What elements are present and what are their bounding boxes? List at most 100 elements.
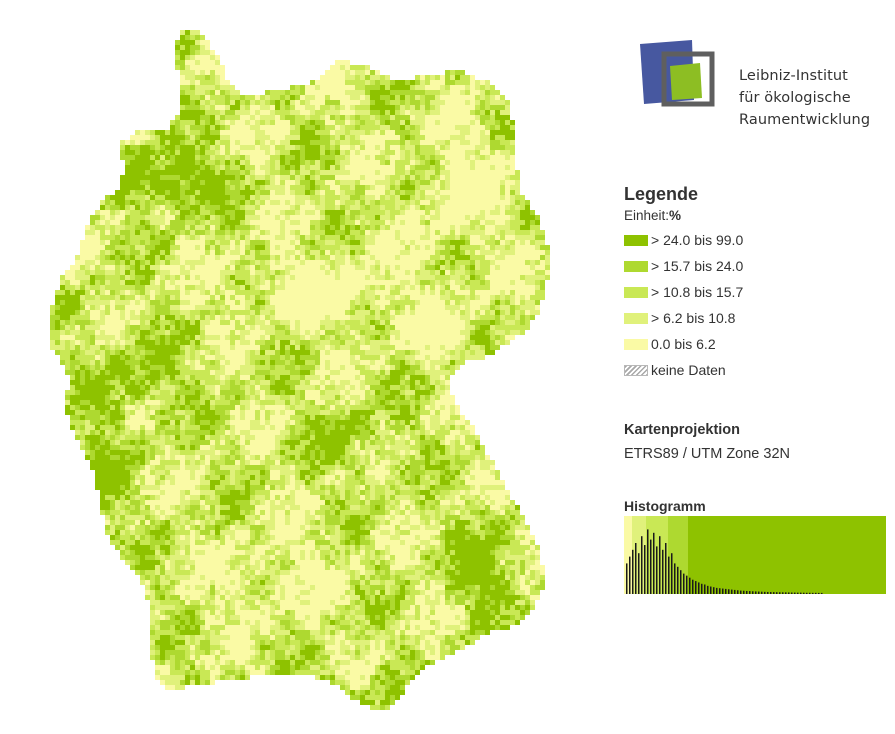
histogram-bar [812,592,814,594]
histogram-bar [680,570,682,594]
histogram-bar [755,591,757,594]
histogram-bar [689,577,691,594]
legend-item-label: > 6.2 bis 10.8 [651,310,736,326]
legend-item: 0.0 bis 6.2 [624,331,884,357]
histogram-bar [704,584,706,594]
germany-map [20,10,580,725]
histogram-bar [653,532,655,594]
legend-item-label: > 15.7 bis 24.0 [651,258,744,274]
histogram-bar [788,592,790,594]
histogram: Histogramm [624,498,886,594]
legend-item-label: > 10.8 bis 15.7 [651,284,744,300]
histogram-bar [650,539,652,594]
projection-info: Kartenprojektion ETRS89 / UTM Zone 32N [624,422,790,462]
histogram-bar [710,586,712,594]
histogram-bar [764,591,766,594]
histogram-bar [797,592,799,594]
histogram-bar [674,563,676,594]
logo-text-line-2: für ökologische [739,90,851,106]
histogram-bar [752,591,754,594]
raster-map [50,30,550,710]
histogram-bar [662,549,664,594]
histogram-bar [665,543,667,594]
histogram-bar [818,592,820,594]
histogram-bar [767,591,769,594]
logo-text-line-1: Leibniz-Institut [739,68,848,84]
histogram-bar [740,590,742,594]
legend-item: > 10.8 bis 15.7 [624,279,884,305]
histogram-bar [692,579,694,594]
histogram-bar [791,592,793,594]
projection-title: Kartenprojektion [624,422,741,438]
histogram-bar [722,588,724,594]
histogram-bar [698,582,700,594]
legend-items: > 24.0 bis 99.0 > 15.7 bis 24.0 > 10.8 b… [624,227,884,383]
map-raster-cells [50,30,550,710]
histogram-bar [731,589,733,594]
histogram-bar [716,587,718,594]
logo-text-line-3: Raumentwicklung [739,112,871,128]
histogram-bar [659,536,661,594]
histogram-bar [725,588,727,594]
histogram-bar [644,545,646,594]
histogram-bar [809,592,811,594]
legend-item: keine Daten [624,357,884,383]
histogram-bar [701,583,703,594]
histogram-bar [821,592,823,594]
histogram-bar [629,556,631,594]
logo-mark [640,40,715,107]
histogram-bar [761,591,763,594]
legend-swatch-nodata [624,364,648,376]
histogram-bar [656,546,658,594]
histogram-bar [758,591,760,594]
legend-item: > 15.7 bis 24.0 [624,253,884,279]
legend-item: > 24.0 bis 99.0 [624,227,884,253]
histogram-title: Histogramm [624,498,706,514]
histogram-bar [677,566,679,594]
projection-value: ETRS89 / UTM Zone 32N [624,446,790,462]
histogram-bar [794,592,796,594]
legend-unit: Einheit:% [624,208,884,223]
histogram-bar [713,587,715,594]
ioer-logo: Leibniz-Institut für ökologische Raument… [636,38,895,138]
histogram-bar [815,592,817,594]
legend-unit-label: Einheit: [624,208,670,223]
legend-swatch [624,286,648,298]
legend-item: > 6.2 bis 10.8 [624,305,884,331]
legend-swatch [624,312,648,324]
legend-item-label: keine Daten [651,362,726,378]
histogram-bar [770,592,772,594]
histogram-bar [734,589,736,594]
histogram-bar [683,573,685,594]
histogram-bar [746,590,748,594]
histogram-class-band [624,516,632,594]
histogram-bar [671,553,673,594]
histogram-bar [803,592,805,594]
legend-item-label: > 24.0 bis 99.0 [651,232,744,248]
histogram-bar [668,556,670,594]
histogram-bar [728,589,730,594]
legend-swatch [624,234,648,246]
legend-title: Legende [624,184,699,204]
histogram-bar [743,590,745,594]
histogram-bar [695,581,697,594]
histogram-bar [638,553,640,594]
histogram-bar [785,592,787,594]
histogram-bar [641,536,643,594]
histogram-bar [719,588,721,594]
histogram-bar [647,529,649,594]
histogram-class-band [688,516,886,594]
legend: Legende Einheit:% > 24.0 bis 99.0 > 15.7… [624,184,884,383]
histogram-bar [806,592,808,594]
histogram-bar [737,590,739,594]
histogram-bar [800,592,802,594]
legend-swatch [624,260,648,272]
histogram-bar [707,585,709,594]
histogram-bar [782,592,784,594]
histogram-bar [773,592,775,594]
legend-unit-value: % [669,208,682,223]
histogram-bar [749,591,751,594]
histogram-bar [626,563,628,594]
histogram-chart [624,516,886,594]
histogram-bar [776,592,778,594]
